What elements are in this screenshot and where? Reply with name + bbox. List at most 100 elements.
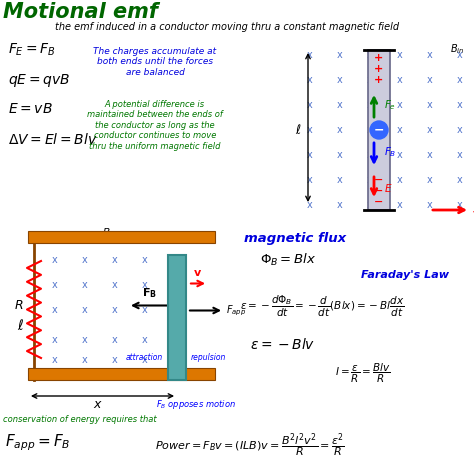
Text: $B_{in}$: $B_{in}$ bbox=[450, 42, 465, 56]
Text: x: x bbox=[307, 150, 313, 160]
Bar bbox=[168, 255, 186, 380]
Text: x: x bbox=[52, 255, 58, 265]
Text: x: x bbox=[397, 150, 403, 160]
Text: x: x bbox=[82, 355, 88, 365]
Text: $\mathbf{v}$: $\mathbf{v}$ bbox=[472, 209, 474, 219]
Text: $F_{app} = F_B$: $F_{app} = F_B$ bbox=[5, 432, 71, 453]
Text: x: x bbox=[337, 100, 343, 110]
Text: x: x bbox=[367, 100, 373, 110]
Text: x: x bbox=[427, 100, 433, 110]
Text: $F_E = F_B$: $F_E = F_B$ bbox=[8, 42, 55, 58]
Text: $F_{app}$: $F_{app}$ bbox=[226, 303, 246, 318]
Text: x: x bbox=[367, 125, 373, 135]
Text: $\varepsilon = -\dfrac{d\Phi_B}{dt} = -\dfrac{d}{dt}(Blx) = -Bl\dfrac{dx}{dt}$: $\varepsilon = -\dfrac{d\Phi_B}{dt} = -\… bbox=[240, 294, 404, 319]
Text: $\ell$: $\ell$ bbox=[295, 123, 302, 137]
Text: x: x bbox=[52, 335, 58, 345]
Text: +: + bbox=[374, 75, 383, 85]
Text: x: x bbox=[175, 254, 179, 263]
Text: x: x bbox=[457, 150, 463, 160]
Text: x: x bbox=[457, 200, 463, 210]
Text: x: x bbox=[142, 280, 148, 290]
Text: x: x bbox=[307, 50, 313, 60]
Text: x: x bbox=[397, 125, 403, 135]
Text: $Power = F_B v = (ILB)v = \dfrac{B^2 l^2 v^2}{R} = \dfrac{\varepsilon^2}{R}$: $Power = F_B v = (ILB)v = \dfrac{B^2 l^2… bbox=[155, 432, 345, 460]
Text: x: x bbox=[52, 305, 58, 315]
Text: x: x bbox=[175, 290, 179, 299]
Text: x: x bbox=[175, 326, 179, 335]
Text: −: − bbox=[374, 197, 383, 207]
Text: $\mathbf{F_B}$: $\mathbf{F_B}$ bbox=[143, 286, 157, 300]
Text: $\varepsilon = -Blv$: $\varepsilon = -Blv$ bbox=[250, 337, 315, 352]
Text: x: x bbox=[112, 255, 118, 265]
Text: $B_{in}$: $B_{in}$ bbox=[102, 226, 118, 240]
Text: x: x bbox=[175, 308, 179, 317]
Text: x: x bbox=[112, 335, 118, 345]
Text: $x$: $x$ bbox=[93, 398, 103, 411]
Text: x: x bbox=[337, 50, 343, 60]
Text: magnetic flux: magnetic flux bbox=[244, 232, 346, 245]
Text: the emf induced in a conductor moving thru a constant magnetic field: the emf induced in a conductor moving th… bbox=[55, 22, 399, 32]
Text: x: x bbox=[337, 150, 343, 160]
Text: x: x bbox=[112, 355, 118, 365]
Text: x: x bbox=[397, 75, 403, 85]
Text: x: x bbox=[397, 50, 403, 60]
Text: $F_B$: $F_B$ bbox=[384, 145, 396, 159]
Circle shape bbox=[370, 121, 388, 139]
Text: +: + bbox=[374, 53, 383, 63]
Text: x: x bbox=[52, 355, 58, 365]
Text: $R$: $R$ bbox=[15, 299, 24, 312]
Text: x: x bbox=[397, 200, 403, 210]
Bar bbox=[28, 231, 215, 243]
Text: x: x bbox=[142, 335, 148, 345]
Text: x: x bbox=[52, 280, 58, 290]
Text: x: x bbox=[337, 200, 343, 210]
Text: x: x bbox=[457, 175, 463, 185]
Text: x: x bbox=[307, 125, 313, 135]
Text: The charges accumulate at
both ends until the forces
are balanced: The charges accumulate at both ends unti… bbox=[93, 47, 217, 77]
Text: x: x bbox=[457, 125, 463, 135]
Text: $E$: $E$ bbox=[384, 182, 392, 194]
Text: $E = vB$: $E = vB$ bbox=[8, 102, 53, 116]
Text: A potential difference is
maintained between the ends of
the conductor as long a: A potential difference is maintained bet… bbox=[87, 100, 223, 151]
Text: x: x bbox=[427, 50, 433, 60]
Text: x: x bbox=[457, 75, 463, 85]
Text: x: x bbox=[457, 50, 463, 60]
Text: $\ell$: $\ell$ bbox=[17, 318, 24, 333]
Text: x: x bbox=[367, 175, 373, 185]
Text: x: x bbox=[457, 100, 463, 110]
Text: x: x bbox=[142, 355, 148, 365]
Text: $I = \dfrac{\varepsilon}{R} = \dfrac{Blv}{R}$: $I = \dfrac{\varepsilon}{R} = \dfrac{Blv… bbox=[335, 362, 390, 385]
Text: x: x bbox=[142, 255, 148, 265]
Text: Motional emf: Motional emf bbox=[3, 2, 158, 22]
Text: Faraday's Law: Faraday's Law bbox=[361, 270, 449, 280]
Text: repulsion: repulsion bbox=[191, 353, 227, 362]
Text: x: x bbox=[175, 272, 179, 281]
Text: x: x bbox=[367, 50, 373, 60]
Text: $\mathbf{v}$: $\mathbf{v}$ bbox=[193, 267, 202, 277]
Text: $\Delta V = El = Blv$: $\Delta V = El = Blv$ bbox=[8, 132, 98, 147]
Text: x: x bbox=[307, 200, 313, 210]
Text: x: x bbox=[112, 305, 118, 315]
Text: attraction: attraction bbox=[126, 353, 163, 362]
Text: x: x bbox=[427, 125, 433, 135]
Text: x: x bbox=[307, 75, 313, 85]
Text: $F_e$: $F_e$ bbox=[384, 98, 396, 112]
Text: x: x bbox=[337, 175, 343, 185]
Text: x: x bbox=[82, 255, 88, 265]
Bar bbox=[28, 368, 215, 380]
Text: x: x bbox=[367, 150, 373, 160]
Text: x: x bbox=[427, 150, 433, 160]
Text: −: − bbox=[374, 186, 383, 196]
Text: x: x bbox=[397, 100, 403, 110]
Text: x: x bbox=[142, 305, 148, 315]
Text: $F_B$ opposes motion: $F_B$ opposes motion bbox=[156, 398, 236, 411]
Text: x: x bbox=[427, 175, 433, 185]
Text: −: − bbox=[374, 124, 384, 137]
Text: x: x bbox=[337, 75, 343, 85]
Text: $qE = qvB$: $qE = qvB$ bbox=[8, 72, 70, 89]
Text: x: x bbox=[367, 200, 373, 210]
Text: x: x bbox=[427, 75, 433, 85]
Text: x: x bbox=[337, 125, 343, 135]
Text: +: + bbox=[374, 64, 383, 74]
Text: x: x bbox=[82, 305, 88, 315]
